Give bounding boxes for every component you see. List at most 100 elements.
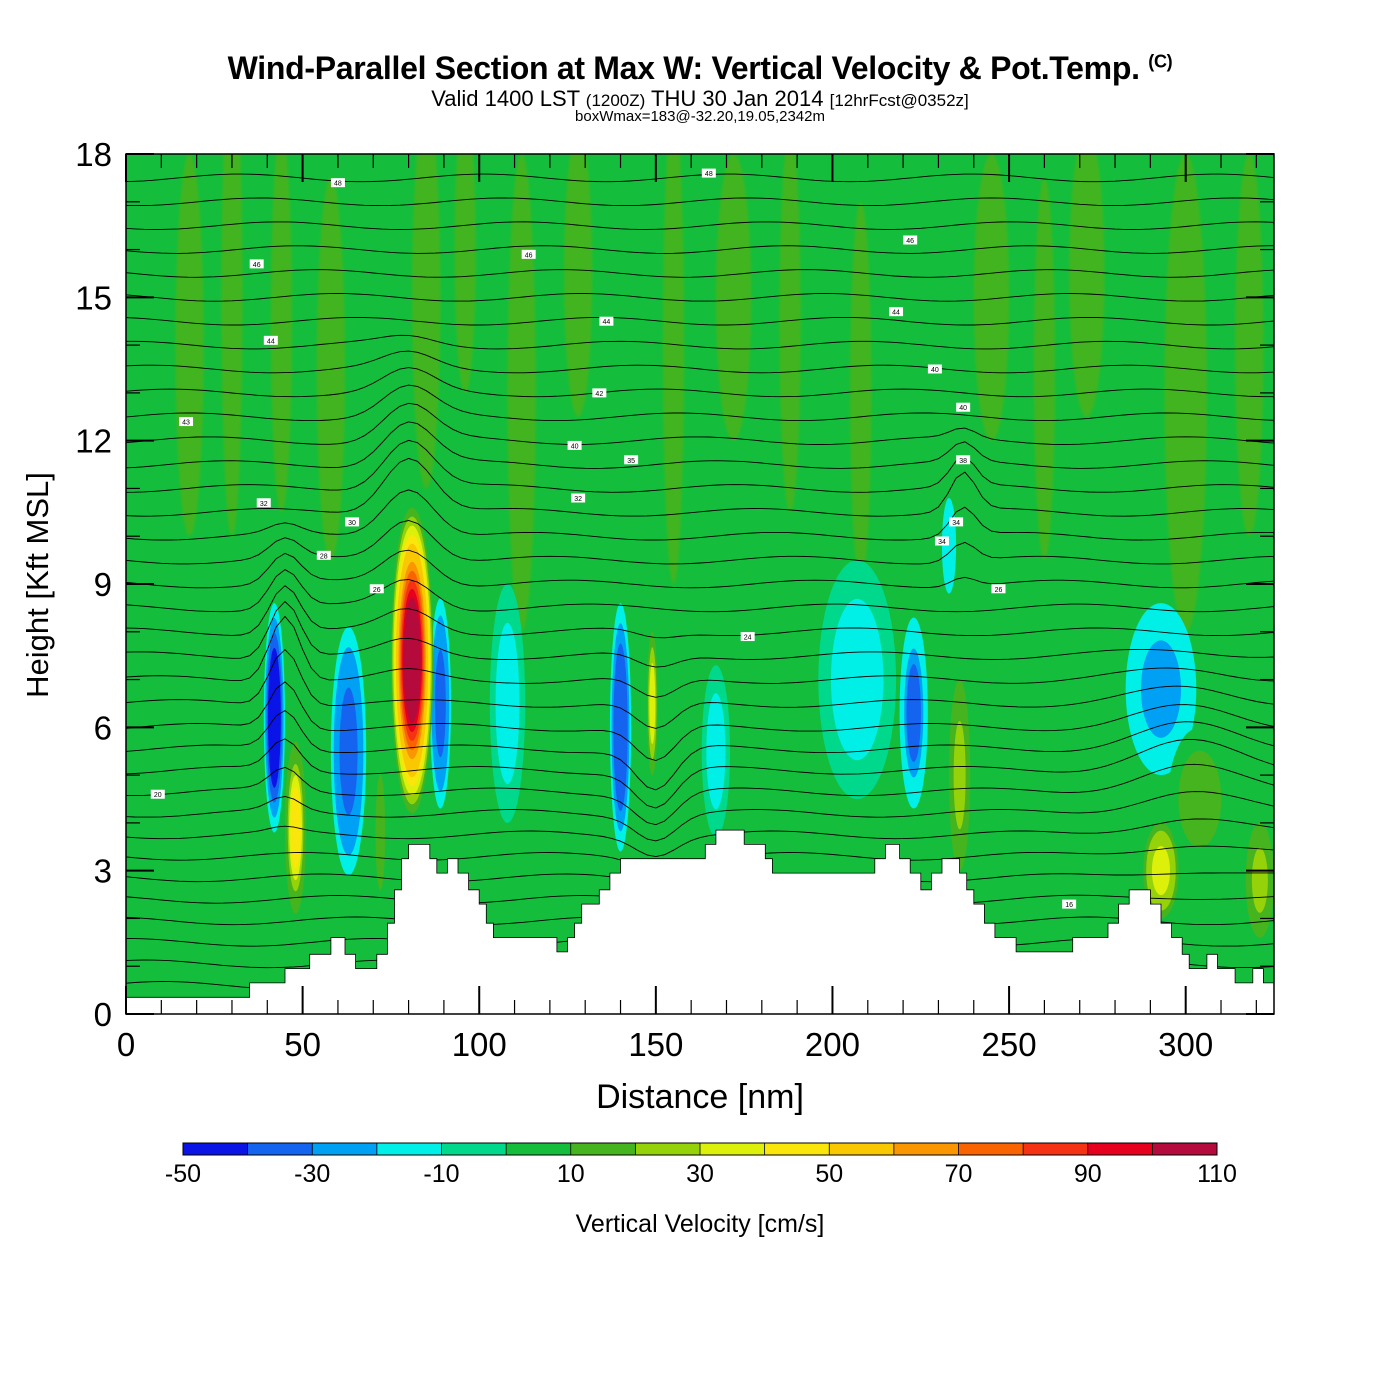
weak-updraft-streak	[1235, 154, 1264, 537]
theta-label-text: 48	[334, 181, 342, 188]
theta-label-text: 35	[627, 458, 635, 465]
y-tick-label: 18	[75, 136, 112, 173]
theta-contour-label: 48	[330, 178, 345, 188]
colorbar-tick-label: 30	[686, 1160, 714, 1188]
downdraft-cell	[906, 664, 921, 762]
colorbar-swatch	[183, 1143, 249, 1155]
theta-label-text: 32	[260, 501, 268, 508]
downdraft-cell	[339, 687, 358, 815]
weak-updraft-streak	[507, 154, 536, 632]
updraft-cell	[375, 774, 386, 891]
downdraft-cell	[615, 663, 626, 791]
potential-temperature-contours	[126, 173, 1274, 990]
y-tick-label: 15	[75, 279, 112, 316]
theta-label-text: 48	[705, 171, 713, 178]
theta-contour-label: 40	[956, 402, 971, 412]
theta-contour	[126, 738, 1274, 809]
theta-contour	[126, 709, 1274, 791]
theta-label-text: 46	[906, 238, 914, 245]
theta-contour	[126, 439, 1274, 493]
theta-contour-label: 42	[592, 388, 607, 398]
theta-contour-label: 40	[567, 440, 582, 450]
colorbar-tick-label: -10	[423, 1160, 459, 1188]
theta-contour-label: 26	[991, 584, 1006, 594]
updraft-cell	[1151, 846, 1171, 896]
colorbar-tick-label: 10	[557, 1160, 585, 1188]
weak-updraft-streak	[779, 154, 801, 513]
theta-contour-label: 44	[599, 316, 614, 326]
theta-contour	[126, 791, 1274, 842]
terrain	[126, 829, 1274, 1014]
theta-label-text: 16	[1065, 902, 1073, 909]
theta-contour	[126, 489, 1274, 541]
y-tick-label: 6	[94, 709, 112, 746]
theta-label-text: 40	[931, 367, 939, 374]
theta-label-text: 46	[253, 262, 261, 269]
theta-contour	[126, 293, 1274, 302]
theta-contour	[126, 600, 1274, 668]
theta-contour-label: 48	[701, 168, 716, 178]
theta-contour	[126, 818, 1274, 858]
updraft-cell	[403, 597, 421, 723]
weak-updraft-streak	[1069, 154, 1105, 417]
weak-updraft-streak	[454, 154, 476, 393]
theta-label-text: 24	[744, 635, 752, 642]
updraft-cell	[1251, 847, 1268, 913]
theta-contour	[126, 549, 1274, 589]
colorbar-swatch	[247, 1143, 313, 1155]
colorbar-swatch	[1087, 1143, 1153, 1155]
theta-contour	[126, 384, 1274, 422]
theta-label-text: 43	[182, 420, 190, 427]
theta-contour	[126, 681, 1274, 761]
weak-updraft-streak	[270, 154, 293, 513]
theta-label-text: 34	[938, 539, 946, 546]
colorbar-swatch	[506, 1143, 572, 1155]
weak-updraft-streak	[564, 154, 593, 417]
theta-label-text: 44	[267, 338, 275, 345]
theta-contour	[126, 334, 1274, 350]
theta-contour	[126, 316, 1274, 326]
theta-label-text: 46	[525, 252, 533, 259]
theta-contour	[126, 402, 1274, 445]
weak-updraft-streak	[662, 154, 685, 584]
theta-contour-label: 38	[956, 455, 971, 465]
contour-labels: 48 48 46 46 46 44 44 44 43 42 40 40 40 35 38 32 32 30 34 34…	[150, 168, 1077, 909]
colorbar-swatch	[312, 1143, 378, 1155]
theta-contour-label: 32	[571, 493, 586, 503]
theta-contour	[126, 221, 1274, 230]
theta-contour-label: 32	[256, 498, 271, 508]
weak-updraft-streak	[973, 154, 1010, 441]
theta-label-text: 30	[348, 520, 356, 527]
downdraft-cell	[434, 649, 446, 758]
theta-contour-label: 20	[150, 789, 165, 799]
colorbar-swatch	[700, 1143, 766, 1155]
colorbar-swatch	[635, 1143, 701, 1155]
theta-contour-label: 43	[179, 417, 194, 427]
x-tick-label: 50	[284, 1026, 321, 1063]
theta-contour	[126, 245, 1274, 254]
theta-label-text: 32	[574, 496, 582, 503]
y-axis-label: Height [Kft MSL]	[20, 472, 55, 698]
axes: 0 50 100 150 200 250 300 0 3 6 9 12 15 18	[75, 136, 1274, 1063]
colorbar-tick-label: 110	[1197, 1160, 1237, 1188]
downdraft-cell	[1140, 640, 1181, 738]
x-tick-label: 100	[452, 1026, 507, 1063]
theta-contour-label: 44	[889, 307, 904, 317]
box-wmax-info: boxWmax=183@-32.20,19.05,2342m	[575, 108, 825, 125]
theta-contour-label: 26	[369, 584, 384, 594]
theta-contour-label: 46	[903, 235, 918, 245]
theta-contour	[126, 569, 1274, 613]
colorbar-swatch	[1152, 1143, 1218, 1155]
theta-label-text: 44	[892, 310, 900, 317]
theta-label-text: 26	[373, 587, 381, 594]
chart-subtitle: Valid 1400 LST (1200Z) THU 30 Jan 2014 […	[0, 86, 1400, 112]
theta-contour-label: 44	[263, 335, 278, 345]
colorbar-swatch	[764, 1143, 830, 1155]
downdraft-cell	[944, 513, 954, 579]
theta-contour-label: 28	[316, 550, 331, 560]
theta-contour	[126, 457, 1274, 517]
theta-contour	[126, 367, 1274, 398]
downdraft-cell	[495, 622, 520, 785]
x-tick-label: 300	[1158, 1026, 1213, 1063]
